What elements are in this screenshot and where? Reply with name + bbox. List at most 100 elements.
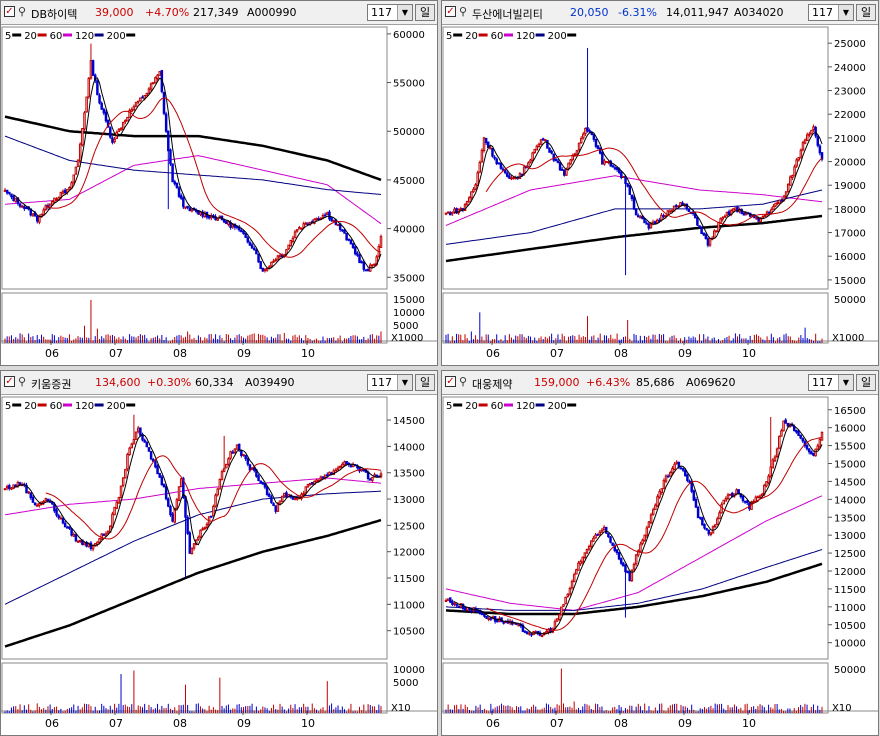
candle-body [130, 443, 134, 449]
period-unit-button[interactable]: 일 [415, 374, 435, 391]
checkbox-icon[interactable]: ✓ [4, 6, 15, 17]
candle-body [658, 491, 661, 498]
chevron-down-icon[interactable]: ▼ [397, 5, 412, 20]
candle-body [581, 556, 584, 563]
candle-body [270, 496, 273, 504]
candle-body [371, 264, 374, 267]
candle-body [317, 218, 320, 221]
candle-body [671, 467, 674, 474]
candle-body [145, 92, 149, 97]
price-chart[interactable]: 10000 10500 11000 11500 12000 12500 13000 13500… [442, 395, 879, 736]
price-chart[interactable]: 10500 11000 11500 12000 12500 13000 13500 14000… [1, 395, 438, 736]
candle-body [451, 600, 454, 605]
candle-body [510, 177, 513, 180]
candle-body [523, 630, 527, 633]
chevron-down-icon[interactable]: ▼ [838, 5, 853, 20]
search-icon[interactable]: ⚲ [18, 5, 27, 18]
candle-body [51, 501, 54, 505]
period-select[interactable]: 117 ▼ [808, 374, 854, 391]
candle-body [649, 514, 653, 524]
candle-body [780, 199, 784, 202]
candle-body [673, 463, 676, 470]
candle-body [345, 232, 348, 241]
checkbox-icon[interactable]: ✓ [445, 376, 456, 387]
checkbox-icon[interactable]: ✓ [445, 6, 456, 17]
candle-body [759, 218, 762, 223]
candle-body [723, 215, 727, 218]
stock-name[interactable]: DB하이텍 [31, 8, 78, 21]
candle-body [63, 522, 67, 528]
stock-name[interactable]: 대웅제약 [472, 378, 513, 391]
candle-body [719, 218, 722, 224]
candle-body [164, 486, 168, 500]
period-select[interactable]: 117 ▼ [367, 374, 413, 391]
candle-body [702, 232, 705, 236]
price-chart[interactable]: 15000 16000 17000 18000 19000 20000 21000 22000… [442, 25, 879, 366]
candle-body [319, 476, 323, 480]
candle-body [520, 173, 524, 176]
x-tick-label: 09 [678, 717, 692, 730]
chart-panel-1: ✓ ⚲ DB하이텍 39,000 +4.70% 217,349 A000990 … [0, 0, 438, 366]
period-unit-button[interactable]: 일 [856, 4, 876, 21]
candle-body [104, 111, 108, 122]
candle-body [737, 489, 740, 495]
candle-body [602, 526, 606, 531]
candle-body [44, 498, 48, 501]
chevron-down-icon[interactable]: ▼ [838, 375, 853, 390]
price-chart[interactable]: 3500040000450005000055000600001500010000… [1, 25, 438, 366]
candle-body [525, 631, 529, 635]
checkbox-icon[interactable]: ✓ [4, 376, 15, 387]
candle-body [83, 542, 86, 546]
candle-body [115, 501, 118, 509]
candle-body [732, 208, 735, 212]
candle-body [27, 491, 30, 494]
search-icon[interactable]: ⚲ [18, 375, 27, 388]
candle-body [259, 261, 262, 270]
stock-name[interactable]: 두산에너빌리티 [472, 8, 543, 21]
candle-body [167, 498, 170, 507]
candle-body [444, 600, 448, 603]
candle-body [328, 211, 331, 220]
candle-body [371, 476, 374, 481]
search-icon[interactable]: ⚲ [459, 5, 468, 18]
candle-body [156, 465, 159, 475]
stock-price: 134,600 [95, 376, 141, 389]
candle-body [147, 447, 151, 452]
candle-body [734, 207, 737, 211]
candle-body [119, 127, 123, 131]
candle-body [3, 189, 7, 192]
stock-price: 159,000 [534, 376, 580, 389]
candle-body [145, 442, 149, 448]
candle-body [560, 168, 564, 171]
period-unit-button[interactable]: 일 [856, 374, 876, 391]
candle-body [141, 433, 144, 441]
candle-body [78, 539, 82, 542]
chevron-down-icon[interactable]: ▼ [397, 375, 412, 390]
stock-name[interactable]: 키움증권 [31, 378, 72, 391]
period-select[interactable]: 117 ▼ [367, 4, 413, 21]
candle-body [68, 526, 71, 529]
candle-body [630, 569, 634, 582]
candle-body [360, 261, 363, 264]
candle-body [637, 550, 640, 556]
candle-body [188, 207, 192, 212]
y-tick-label: 10000 [834, 639, 866, 650]
y-tick-label: 16000 [834, 424, 866, 435]
candle-body [535, 145, 539, 151]
period-select[interactable]: 117 ▼ [808, 4, 854, 21]
candle-body [771, 459, 775, 469]
candle-body [46, 498, 50, 501]
candle-body [446, 211, 450, 214]
candle-body [814, 126, 817, 137]
candle-body [590, 540, 593, 547]
search-icon[interactable]: ⚲ [459, 375, 468, 388]
ma-legend-label: 120 [516, 401, 535, 412]
candle-body [552, 153, 555, 161]
candle-body [235, 226, 239, 229]
panel-header: ✓ ⚲ DB하이텍 39,000 +4.70% 217,349 A000990 … [1, 1, 437, 25]
y-tick-label: 55000 [393, 79, 425, 90]
candle-body [626, 570, 629, 574]
candle-body [508, 175, 511, 179]
period-unit-button[interactable]: 일 [415, 4, 435, 21]
candle-body [609, 536, 612, 543]
